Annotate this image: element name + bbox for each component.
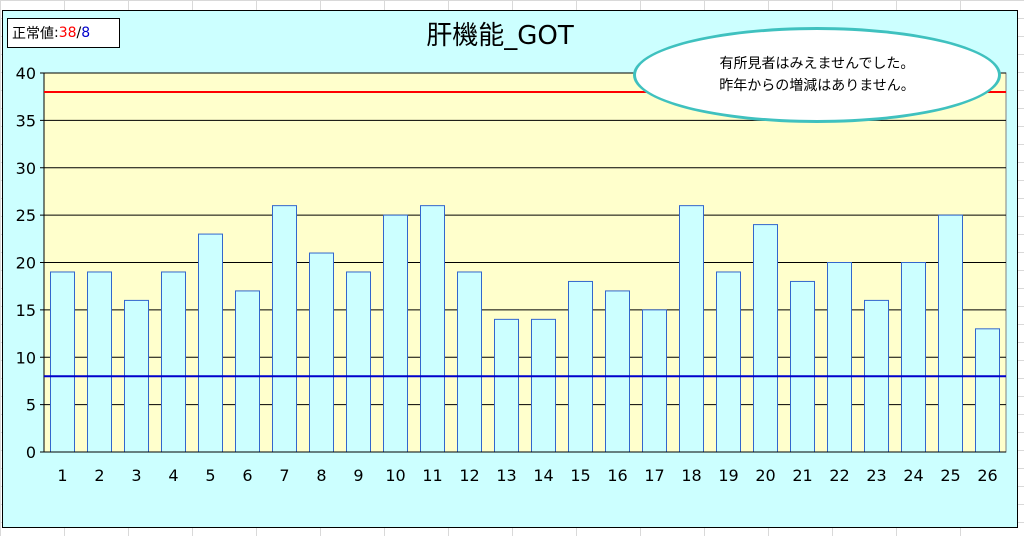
bar <box>716 271 741 453</box>
x-tick-label: 19 <box>718 466 738 485</box>
x-tick-label: 11 <box>422 466 442 485</box>
bar <box>901 262 926 453</box>
bar <box>457 271 482 453</box>
normal-value-label: 正常値:38/8 <box>7 18 120 48</box>
y-tick-label: 25 <box>16 206 36 225</box>
bar <box>198 233 223 453</box>
y-tick-label: 40 <box>16 64 36 83</box>
bar <box>531 318 556 453</box>
x-tick-label: 23 <box>866 466 886 485</box>
comment-callout[interactable]: 有所見者はみえませんでした。 昨年からの増減はありません。 <box>633 27 1001 123</box>
y-tick-label: 0 <box>26 443 36 462</box>
x-tick-label: 7 <box>279 466 289 485</box>
bar <box>679 205 704 453</box>
y-tick-label: 15 <box>16 301 36 320</box>
x-tick-label: 25 <box>940 466 960 485</box>
bar <box>309 252 334 453</box>
bar <box>420 205 445 453</box>
bar <box>753 224 778 453</box>
x-tick-label: 5 <box>205 466 215 485</box>
normal-value-lower: 8 <box>81 25 91 41</box>
x-tick-label: 21 <box>792 466 812 485</box>
x-tick-label: 3 <box>131 466 141 485</box>
callout-line-2: 昨年からの増減はありません。 <box>719 78 915 94</box>
bar <box>938 214 963 453</box>
x-tick-label: 16 <box>607 466 627 485</box>
bar <box>383 214 408 453</box>
y-tick-label: 5 <box>26 396 36 415</box>
bar <box>975 328 1000 453</box>
x-tick-label: 8 <box>316 466 326 485</box>
bar <box>346 271 371 453</box>
bar <box>235 290 260 453</box>
x-tick-label: 4 <box>168 466 178 485</box>
bar <box>161 271 186 453</box>
bar <box>827 262 852 453</box>
x-tick-label: 17 <box>644 466 664 485</box>
bar <box>87 271 112 453</box>
bar <box>272 205 297 453</box>
x-tick-label: 26 <box>977 466 997 485</box>
normal-value-upper: 38 <box>58 25 77 41</box>
bar <box>642 309 667 453</box>
x-tick-label: 24 <box>903 466 923 485</box>
y-tick-label: 35 <box>16 111 36 130</box>
x-tick-label: 12 <box>459 466 479 485</box>
y-tick-label: 30 <box>16 159 36 178</box>
bar <box>50 271 75 453</box>
x-tick-label: 22 <box>829 466 849 485</box>
normal-value-title: 正常値 <box>12 26 54 42</box>
bar <box>790 280 815 453</box>
normal-value-separator: / <box>76 25 82 41</box>
x-tick-label: 6 <box>242 466 252 485</box>
x-tick-label: 15 <box>570 466 590 485</box>
x-tick-label: 14 <box>533 466 553 485</box>
bar <box>568 280 593 453</box>
x-tick-label: 1 <box>57 466 67 485</box>
y-tick-label: 20 <box>16 254 36 273</box>
x-tick-label: 18 <box>681 466 701 485</box>
bar <box>605 290 630 453</box>
x-tick-label: 9 <box>353 466 363 485</box>
x-tick-label: 2 <box>94 466 104 485</box>
x-tick-label: 20 <box>755 466 775 485</box>
x-tick-label: 10 <box>385 466 405 485</box>
y-tick-label: 10 <box>16 348 36 367</box>
chart-title: 肝機能_GOT <box>426 21 574 51</box>
normal-value-colon: : <box>54 25 59 41</box>
bar <box>494 318 519 453</box>
x-tick-label: 13 <box>496 466 516 485</box>
callout-line-1: 有所見者はみえませんでした。 <box>719 56 915 72</box>
